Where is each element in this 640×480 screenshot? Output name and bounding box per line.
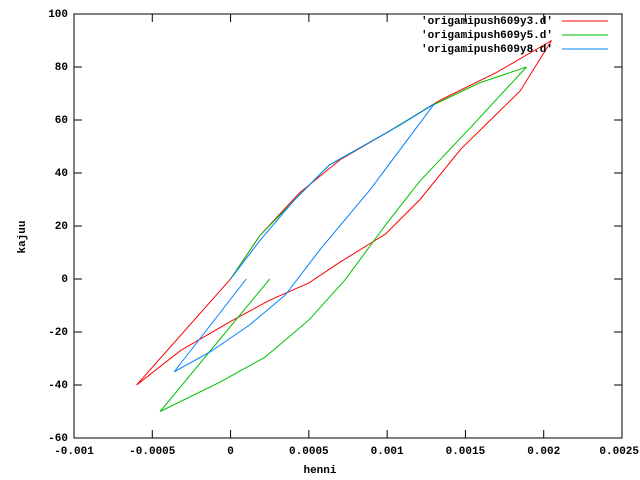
y-tick-label: -60 bbox=[48, 433, 68, 445]
series-line bbox=[136, 40, 552, 386]
plot-frame bbox=[73, 13, 623, 439]
y-tick-label: 80 bbox=[55, 62, 68, 74]
y-tick-label: -20 bbox=[48, 327, 68, 339]
legend-label: 'origamipush609y8.d' bbox=[421, 44, 553, 56]
x-axis-label: henni bbox=[303, 465, 336, 477]
x-tick-label: 0.0025 bbox=[599, 446, 639, 458]
x-tick-label: 0 bbox=[227, 446, 234, 458]
y-tick-label: 40 bbox=[55, 168, 68, 180]
series-line bbox=[173, 103, 435, 373]
legend-label: 'origamipush609y5.d' bbox=[421, 30, 553, 42]
y-tick-label: 0 bbox=[61, 274, 68, 286]
x-tick-label: 0.002 bbox=[527, 446, 560, 458]
legend-label: 'origamipush609y3.d' bbox=[421, 16, 553, 28]
y-axis-label: kajuu bbox=[17, 220, 29, 253]
x-tick-label: -0.001 bbox=[54, 446, 94, 458]
x-tick-label: -0.0005 bbox=[129, 446, 176, 458]
y-tick-label: 100 bbox=[48, 9, 68, 21]
x-tick-label: 0.0005 bbox=[289, 446, 329, 458]
series-line bbox=[159, 66, 527, 412]
y-tick-label: -40 bbox=[48, 380, 68, 392]
x-tick-label: 0.001 bbox=[371, 446, 404, 458]
x-tick-label: 0.0015 bbox=[446, 446, 486, 458]
y-tick-label: 20 bbox=[55, 221, 68, 233]
y-tick-label: 60 bbox=[55, 115, 68, 127]
